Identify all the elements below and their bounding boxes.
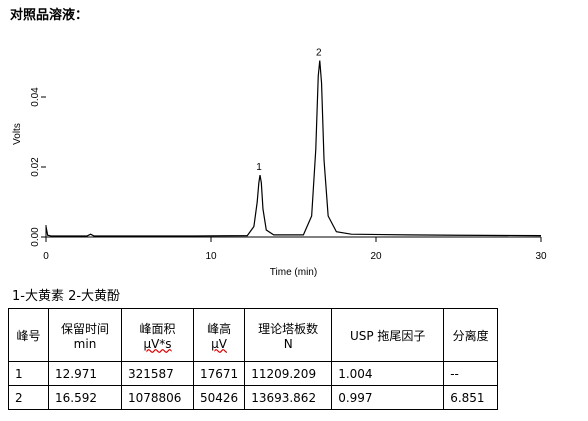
header-cell: USP 拖尾因子 (331, 308, 445, 362)
peak-label: 2 (316, 48, 322, 59)
title: 对照品溶液： (10, 8, 89, 23)
header-cell: 理论塔板数 N (244, 308, 333, 362)
table-cell: -- (443, 361, 499, 386)
table-cell: 50426 (192, 385, 246, 410)
header-cell: 保留时间 min (48, 308, 122, 362)
table-cell: 1 (8, 361, 49, 386)
header-text: 分离度 (452, 328, 489, 343)
header-cell: 峰面积 µV*s (121, 308, 194, 362)
header-text: 保留时间 (60, 321, 109, 336)
y-axis-label: Volts (12, 123, 23, 145)
table-cell: 1078806 (121, 385, 194, 410)
table-cell: 11209.209 (244, 361, 333, 386)
header-text: USP 拖尾因子 (349, 328, 426, 343)
header-text: 峰号 (16, 328, 41, 343)
header-unit: N (283, 336, 293, 351)
table-cell: 1.004 (331, 361, 445, 386)
header-unit: min (73, 336, 97, 351)
table-cell: 13693.862 (244, 385, 333, 410)
x-tick-label: 20 (370, 251, 382, 262)
header-text: 峰高 (207, 321, 232, 336)
table-body: 1 12.971 321587 17671 11209.209 1.004 -- 2 16.59… (8, 361, 499, 410)
header-unit: µV (211, 336, 228, 351)
x-tick-label: 30 (535, 251, 547, 262)
y-tick-label: 0.00 (30, 227, 41, 247)
table-header: 峰号 保留时间 min 峰面积 µV*s 峰高 µV 理论塔板数 N USP 拖尾因子 分离度 (8, 308, 499, 362)
x-axis-label: Time (min) (270, 267, 317, 278)
table-row: 2 16.592 1078806 50426 13693.862 0.997 6.851 (8, 385, 499, 410)
y-tick-label: 0.04 (30, 87, 41, 107)
header-cell: 峰号 (8, 308, 49, 362)
table-cell: 2 (8, 385, 49, 410)
table-cell: 6.851 (443, 385, 499, 410)
table-row: 1 12.971 321587 17671 11209.209 1.004 -- (8, 361, 499, 386)
chromatogram-line (45, 60, 542, 237)
header-row: 峰号 保留时间 min 峰面积 µV*s 峰高 µV 理论塔板数 N USP 拖尾因子 分离度 (8, 308, 499, 362)
x-tick-label: 10 (205, 251, 217, 262)
table-cell: 321587 (121, 361, 194, 386)
header-text: 峰面积 (139, 321, 176, 336)
header-cell: 峰高 µV (192, 308, 246, 362)
y-tick-label: 0.02 (30, 157, 41, 177)
chart: 0 10 20 30 0.00 0.02 0.04 Time (min) Volts 1 2 (12, 48, 547, 278)
header-unit: µV*s (143, 336, 172, 351)
peak-label: 1 (256, 162, 262, 173)
table-cell: 17671 (192, 361, 246, 386)
x-tick-label: 0 (43, 251, 49, 262)
header-cell: 分离度 (443, 308, 499, 362)
table-cell: 12.971 (48, 361, 122, 386)
peak-legend: 1-大黄素 2-大黄酚 (12, 289, 121, 304)
table-cell: 0.997 (331, 385, 445, 410)
table-cell: 16.592 (48, 385, 122, 410)
header-text: 理论塔板数 (258, 321, 319, 336)
